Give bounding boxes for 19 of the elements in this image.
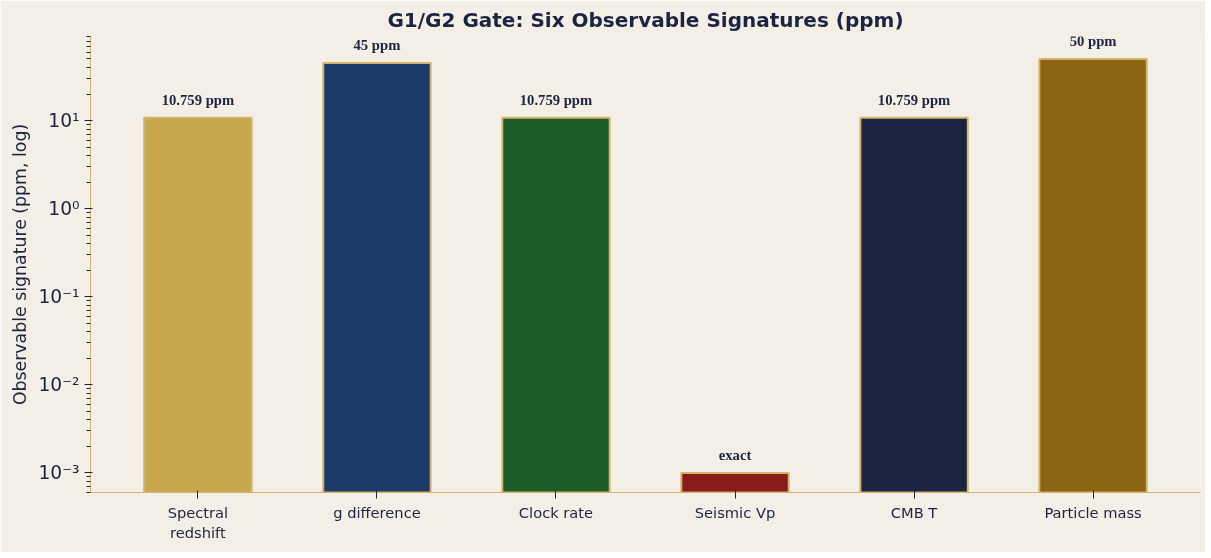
data-label: exact <box>718 446 752 463</box>
data-label: 10.759 ppm <box>161 91 235 108</box>
y-tick-label: 10⁻³ <box>38 462 80 484</box>
y-tick-label: 10⁻² <box>38 374 80 396</box>
x-tick-label: Seismic Vp <box>694 503 776 521</box>
data-label: 10.759 ppm <box>519 91 593 108</box>
y-axis-title: Observable signature (ppm, log) <box>10 123 31 406</box>
y-tick-label: 10¹ <box>48 110 80 132</box>
x-tick-label: Clock rate <box>518 503 594 521</box>
x-tick-label: Spectral redshift <box>167 503 229 541</box>
y-tick-label: 10⁰ <box>48 198 80 220</box>
data-label: 10.759 ppm <box>877 91 951 108</box>
x-tick-label: CMB T <box>890 503 938 521</box>
data-label: 45 ppm <box>353 37 401 54</box>
data-label: 50 ppm <box>1069 32 1117 49</box>
y-tick-label: 10⁻¹ <box>38 286 80 308</box>
x-tick-label: Particle mass <box>1044 503 1142 521</box>
chart-title: G1/G2 Gate: Six Observable Signatures (ppm) <box>387 7 904 32</box>
x-tick-label: g difference <box>333 503 421 521</box>
